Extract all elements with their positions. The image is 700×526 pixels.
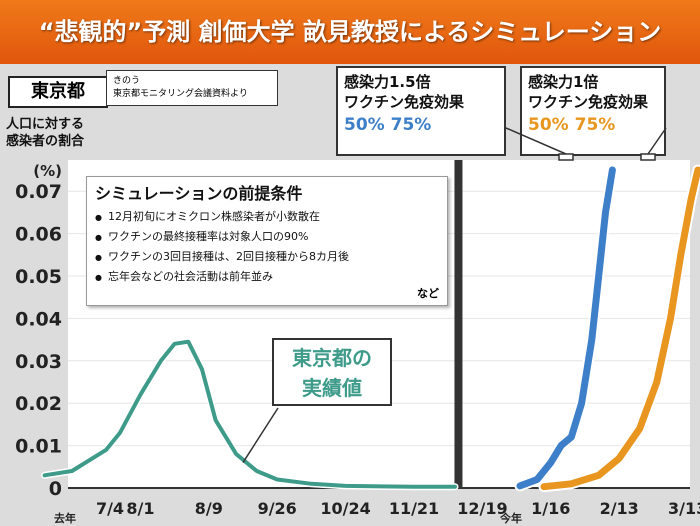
callout-orange-leader (647, 127, 667, 155)
y-unit-label: (%) (33, 162, 62, 180)
x-tick-label: 10/24 (320, 499, 370, 518)
premise-item: ワクチンの3回目接種は、2回目接種から8カ月後 (95, 247, 439, 267)
x-tick-label: 2/13 (600, 499, 639, 518)
y-tick-label: 0.03 (15, 351, 62, 373)
callout-blue-values: 50% 75% (344, 115, 432, 135)
y-tick-label: 0.07 (15, 181, 62, 203)
premise-item: 12月初旬にオミクロン株感染者が小数散在 (95, 207, 439, 227)
y-tick-label: 0 (49, 478, 62, 500)
actual-label-line-2: 実績値 (302, 376, 362, 400)
x-tick-label: 8/1 (126, 499, 154, 518)
premise-item: ワクチンの最終接種率は対象人口の90% (95, 227, 439, 247)
year-label-last: 去年 (54, 511, 76, 525)
y-axis-label: 人口に対する 感染者の割合 (6, 116, 156, 150)
callout-blue-line-2: ワクチン免疫効果 (344, 93, 465, 111)
actual-values-label: 東京都の 実績値 (272, 338, 392, 406)
callout-blue-line-1: 感染力1.5倍 (344, 73, 431, 91)
y-axis-label-line-2: 感染者の割合 (6, 134, 85, 149)
x-tick-label: 11/21 (389, 499, 439, 518)
y-tick-label: 0.06 (15, 224, 62, 246)
premise-box: シミュレーションの前提条件 12月初旬にオミクロン株感染者が小数散在 ワクチンの… (86, 176, 448, 306)
y-axis-label-line-1: 人口に対する (6, 117, 85, 132)
region-badge: 東京都 (8, 76, 108, 108)
callout-blue-clamp (558, 153, 574, 161)
y-tick-label: 0.02 (15, 393, 62, 415)
x-tick-label: 7/4 (96, 499, 124, 518)
x-tick-label: 8/9 (195, 499, 223, 518)
y-tick-label: 0.01 (15, 436, 62, 458)
source-note-line-2: 東京都モニタリング会議資料より (113, 89, 248, 99)
y-tick-label: 0.05 (15, 266, 62, 288)
premise-note: など (417, 287, 439, 300)
x-tick-label: 12/19 (457, 499, 507, 518)
actual-label-line-1: 東京都の (292, 346, 372, 370)
callout-orange-line-2: ワクチン免疫効果 (528, 93, 649, 111)
callout-blue-scenario: 感染力1.5倍 ワクチン免疫効果 50% 75% (336, 66, 506, 156)
callout-orange-line-1: 感染力1倍 (528, 73, 599, 91)
x-tick-label: 3/13 (668, 499, 700, 518)
source-note: きのう 東京都モニタリング会議資料より (106, 70, 278, 106)
x-tick-label: 1/16 (531, 499, 570, 518)
callout-orange-values: 50% 75% (528, 115, 616, 135)
callout-orange-clamp (640, 153, 656, 161)
page-title: “悲観的”予測 創価大学 畝見教授によるシミュレーション (38, 18, 662, 46)
source-note-line-1: きのう (113, 76, 141, 86)
series-line (42, 339, 457, 489)
y-tick-label: 0.04 (15, 308, 62, 330)
premise-item: 忘年会などの社会活動は前年並み (95, 267, 439, 287)
period-divider (454, 160, 463, 488)
x-tick-label: 9/26 (258, 499, 297, 518)
series-line (516, 166, 616, 490)
header-bar: “悲観的”予測 創価大学 畝見教授によるシミュレーション (0, 0, 700, 64)
callout-orange-scenario: 感染力1倍 ワクチン免疫効果 50% 75% (520, 66, 666, 156)
premise-title: シミュレーションの前提条件 (95, 184, 303, 203)
callout-blue-leader (505, 127, 567, 155)
year-label-this: 今年 (499, 511, 522, 525)
series-line (540, 166, 700, 491)
premise-list: 12月初旬にオミクロン株感染者が小数散在 ワクチンの最終接種率は対象人口の90%… (95, 207, 439, 287)
actual-leader-line (242, 407, 279, 463)
